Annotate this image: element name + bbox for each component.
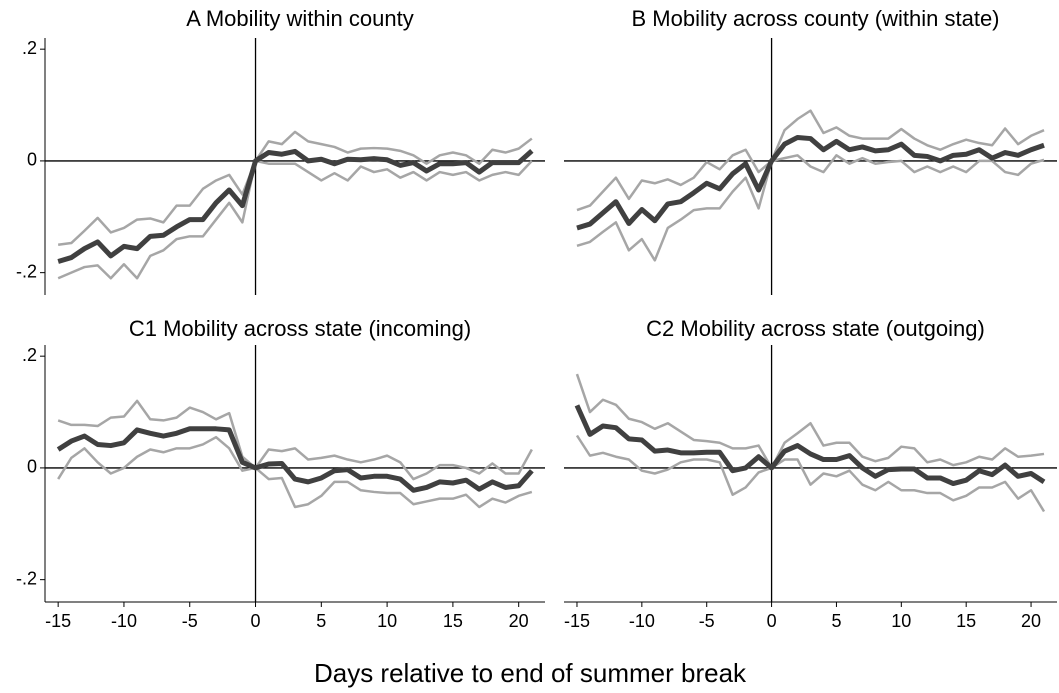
series-line [57, 148, 534, 264]
series-line [57, 159, 533, 280]
x-tick-label: 0 [767, 611, 777, 631]
series-line [575, 373, 1045, 470]
x-tick-label: 10 [377, 611, 397, 631]
x-tick-label: 10 [891, 611, 911, 631]
y-tick-label: 0 [27, 457, 37, 477]
series-line [57, 435, 533, 509]
x-tick-label: -5 [182, 611, 198, 631]
x-tick-label: 15 [956, 611, 976, 631]
y-tick-label: -.2 [16, 568, 37, 588]
x-tick-label: -5 [699, 611, 715, 631]
series-line [576, 154, 1045, 262]
x-tick-label: 0 [251, 611, 261, 631]
x-axis-label: Days relative to end of summer break [314, 658, 747, 688]
panel-title: A Mobility within county [186, 6, 413, 31]
x-tick-label: -15 [564, 611, 590, 631]
series-line [574, 404, 1046, 487]
y-tick-label: -.2 [16, 261, 37, 281]
series-line [57, 399, 533, 481]
y-tick-label: .2 [22, 345, 37, 365]
x-tick-label: 15 [443, 611, 463, 631]
series-line [57, 130, 533, 246]
x-tick-label: 20 [509, 611, 529, 631]
x-tick-label: -10 [111, 611, 137, 631]
panel-title: C2 Mobility across state (outgoing) [646, 316, 985, 341]
x-tick-label: 20 [1021, 611, 1041, 631]
y-tick-label: .2 [22, 38, 37, 58]
x-tick-label: 5 [316, 611, 326, 631]
series-line [576, 109, 1045, 212]
x-tick-label: -10 [629, 611, 655, 631]
series-line [576, 134, 1045, 231]
x-tick-label: 5 [831, 611, 841, 631]
series-line [575, 434, 1046, 513]
y-tick-label: 0 [27, 150, 37, 170]
x-tick-label: -15 [45, 611, 71, 631]
panel-title: B Mobility across county (within state) [631, 6, 999, 31]
panel-title: C1 Mobility across state (incoming) [129, 316, 471, 341]
series-line [56, 426, 534, 493]
